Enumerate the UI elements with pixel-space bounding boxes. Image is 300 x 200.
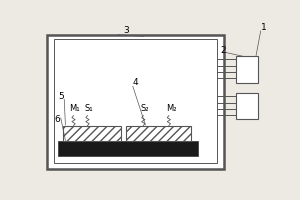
Bar (58, 141, 198, 156)
Bar (54, 39, 217, 163)
Text: 1: 1 (261, 23, 267, 32)
Text: 5: 5 (58, 92, 64, 101)
Text: 4: 4 (132, 78, 138, 87)
Bar (126, 126, 191, 141)
Text: M₂: M₂ (166, 104, 176, 113)
Bar (47, 35, 224, 169)
Text: S₂: S₂ (140, 104, 149, 113)
Text: 6: 6 (54, 115, 60, 124)
Text: M₁: M₁ (69, 104, 80, 113)
Bar (236, 93, 258, 119)
Bar (236, 56, 258, 83)
Text: S₁: S₁ (84, 104, 93, 113)
Bar (63, 126, 121, 141)
Text: 3: 3 (123, 26, 129, 35)
Text: 2: 2 (221, 46, 226, 55)
